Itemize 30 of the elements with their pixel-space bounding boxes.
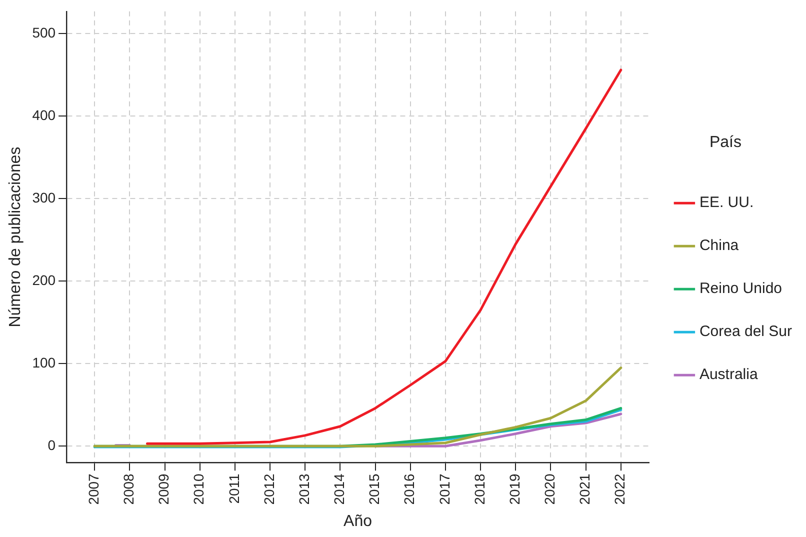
x-tick-label: 2016	[401, 473, 418, 505]
legend-label: EE. UU.	[699, 194, 754, 212]
legend-title: País	[709, 134, 742, 151]
x-tick-label: 2013	[296, 473, 312, 505]
x-tick-label: 2017	[436, 473, 452, 505]
x-tick-label: 2010	[190, 473, 207, 505]
x-tick-label: 2007	[85, 473, 102, 505]
x-axis-title: Año	[344, 512, 372, 530]
y-tick-label: 300	[32, 190, 56, 206]
y-tick-label: 500	[32, 24, 56, 41]
x-tick-label: 2014	[331, 473, 348, 505]
legend-label: Australia	[699, 366, 758, 384]
x-tick-label: 2009	[156, 473, 172, 505]
legend-label: China	[699, 237, 740, 254]
x-tick-label: 2021	[576, 473, 593, 505]
y-tick-label: 0	[48, 437, 56, 454]
x-tick-label: 2019	[506, 473, 522, 505]
y-axis-title: Número de publicaciones	[7, 146, 24, 328]
y-tick-label: 100	[32, 354, 56, 371]
y-tick-label: 400	[32, 107, 56, 124]
x-tick-label: 2022	[612, 473, 628, 505]
legend-label: Corea del Sur	[699, 323, 792, 340]
x-tick-label: 2015	[366, 473, 382, 505]
legend-label: Reino Unido	[699, 280, 782, 298]
x-tick-label: 2020	[542, 473, 558, 505]
y-tick-label: 200	[32, 272, 56, 288]
x-tick-label: 2012	[260, 473, 277, 505]
x-tick-label: 2011	[226, 473, 242, 504]
x-tick-label: 2018	[471, 473, 488, 505]
x-tick-label: 2008	[120, 473, 137, 505]
